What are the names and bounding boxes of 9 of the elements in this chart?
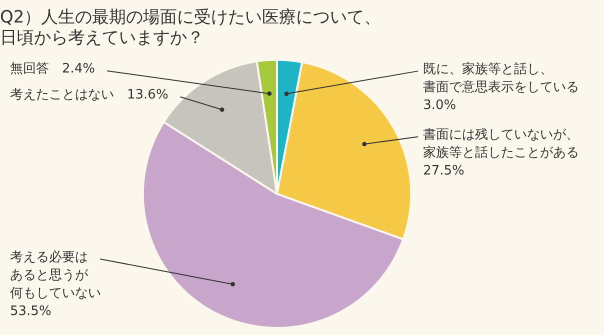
chart-title: Q2）人生の最期の場面に受けたい医療について、日頃から考えていますか？ (0, 8, 382, 48)
slice-label: 考えたことはない 13.6% (10, 88, 168, 103)
data-label: 3.0% (423, 98, 456, 113)
data-label: 53.5% (10, 304, 52, 319)
slice-label: 既に、家族等と話し、書面で意思表示をしている (423, 60, 580, 95)
data-label: 27.5% (423, 164, 464, 179)
slice-label: 考える必要はあると思うが何もしていない (10, 250, 101, 301)
slice-label: 無回答 2.4% (10, 62, 96, 77)
slice-label: 書面には残していないが、家族等と話したことがある (423, 128, 580, 161)
